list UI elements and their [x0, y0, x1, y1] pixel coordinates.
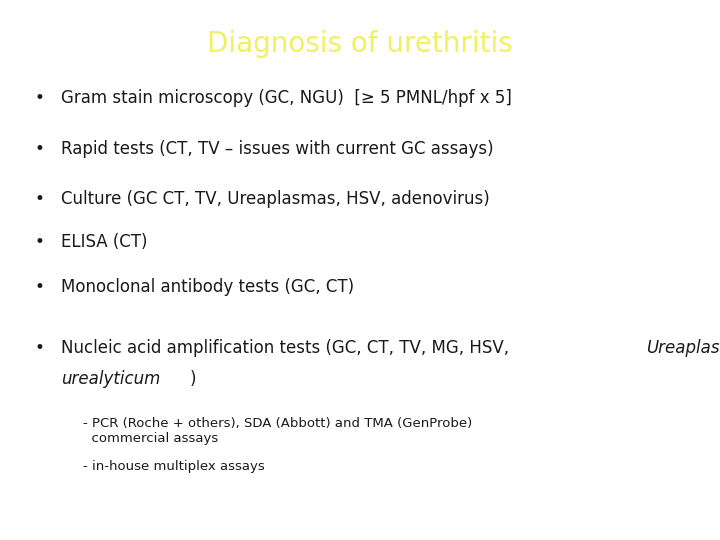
Text: Rapid tests (CT, TV – issues with current GC assays): Rapid tests (CT, TV – issues with curren… [61, 140, 494, 158]
Text: •: • [35, 233, 45, 251]
Text: •: • [35, 190, 45, 208]
Text: Gram stain microscopy (GC, NGU)  [≥ 5 PMNL/hpf x 5]: Gram stain microscopy (GC, NGU) [≥ 5 PMN… [61, 89, 512, 107]
Text: Culture (GC CT, TV, Ureaplasmas, HSV, adenovirus): Culture (GC CT, TV, Ureaplasmas, HSV, ad… [61, 190, 490, 208]
Text: •: • [35, 278, 45, 296]
Text: •: • [35, 339, 45, 357]
Text: ): ) [189, 370, 196, 388]
Text: - PCR (Roche + others), SDA (Abbott) and TMA (GenProbe)
  commercial assays: - PCR (Roche + others), SDA (Abbott) and… [83, 417, 472, 445]
Text: ELISA (CT): ELISA (CT) [61, 233, 148, 251]
Text: - in-house multiplex assays: - in-house multiplex assays [83, 460, 264, 473]
Text: urealyticum: urealyticum [61, 370, 161, 388]
Text: Ureaplasma: Ureaplasma [647, 339, 720, 357]
Text: Nucleic acid amplification tests (GC, CT, TV, MG, HSV,: Nucleic acid amplification tests (GC, CT… [61, 339, 515, 357]
Text: •: • [35, 140, 45, 158]
Text: Diagnosis of urethritis: Diagnosis of urethritis [207, 30, 513, 58]
Text: •: • [35, 89, 45, 107]
Text: Monoclonal antibody tests (GC, CT): Monoclonal antibody tests (GC, CT) [61, 278, 354, 296]
